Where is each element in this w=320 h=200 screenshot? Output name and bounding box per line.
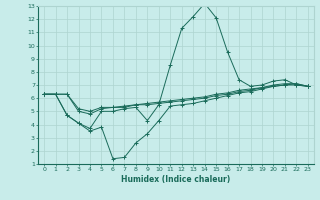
X-axis label: Humidex (Indice chaleur): Humidex (Indice chaleur): [121, 175, 231, 184]
